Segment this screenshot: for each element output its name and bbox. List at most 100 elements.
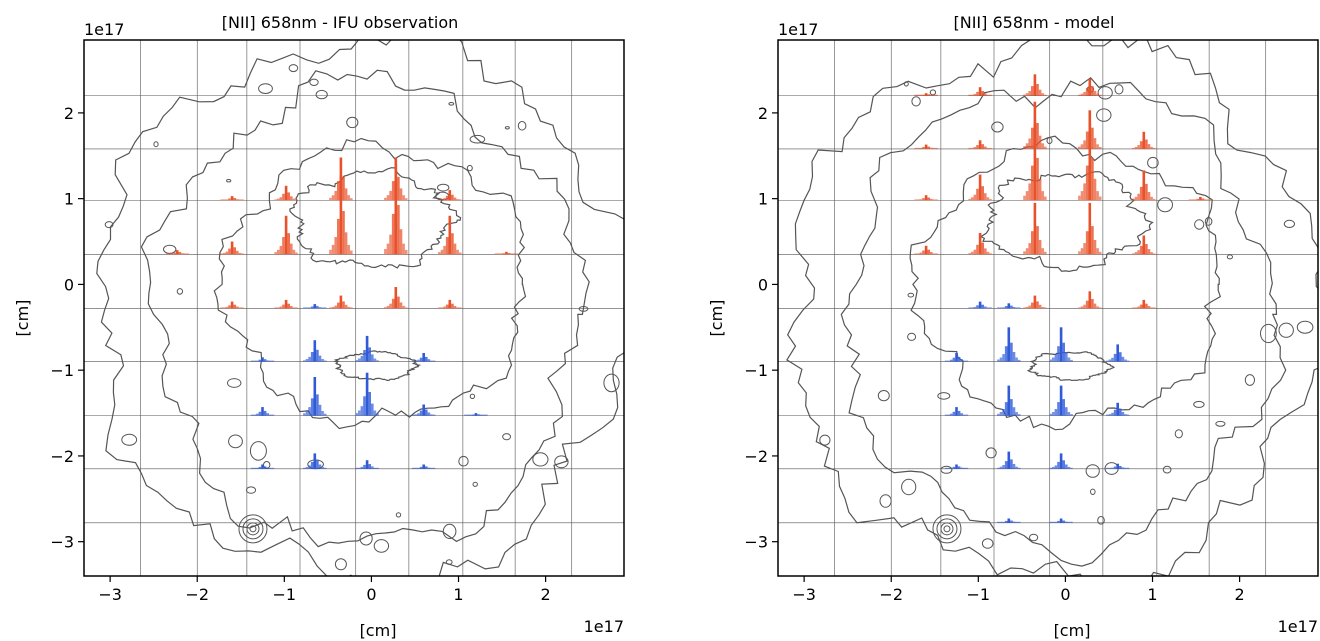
p0-spectrum-bar [236, 306, 239, 309]
p1-spectrum-bar [1067, 521, 1071, 523]
p1-spectrum-bar [922, 94, 925, 96]
p1-spectrum-bar [1085, 231, 1089, 255]
p0-spectrum-bar [494, 253, 498, 255]
p1-y-tick-label: −2 [744, 447, 768, 466]
p1-contour-speck [1193, 400, 1205, 408]
p0-spectrum-bar [373, 358, 377, 362]
p1-spectrum-bar [1139, 245, 1143, 255]
p0-contour-speck [578, 306, 589, 312]
p1-contour-speck [940, 465, 953, 474]
p1-spectrum-bar [924, 93, 928, 96]
p0-spectrum-bar [290, 306, 293, 309]
p1-spectrum-bar [932, 94, 936, 96]
p1-spectrum-bar [1088, 291, 1092, 309]
p1-spectrum-13 [1132, 170, 1156, 201]
p1-spectrum-bar [1098, 251, 1102, 255]
p0-contour-speck [309, 78, 319, 87]
p1-spectrum-bar [968, 198, 971, 201]
p0-spectrum-bar [386, 195, 390, 201]
p1-spectrum-bar [1145, 139, 1148, 149]
p1-spectrum-bar [952, 411, 956, 416]
p0-spectrum-bar [365, 335, 369, 362]
p1-spectrum-bar [1093, 138, 1097, 149]
p0-spectrum-bar [321, 411, 324, 416]
p1-spectrum-bar [1023, 94, 1026, 96]
p0-spectrum-bar [440, 199, 444, 201]
p1-spectrum-4 [1132, 131, 1156, 149]
p1-spectrum-bar [1137, 306, 1140, 309]
p1-spectrum-bar [1193, 199, 1197, 201]
p1-spectrum-bar [1121, 412, 1125, 416]
p0-spectrum-bar [384, 307, 387, 309]
p1-spectrum-bar [965, 414, 969, 416]
p1-spectrum-bar [981, 144, 984, 149]
p0-spectrum-bar [271, 360, 275, 362]
p0-spectrum-24 [355, 372, 379, 416]
p0-spectrum-bar [331, 306, 335, 309]
p1-spectrum-bar [1088, 202, 1092, 255]
p1-spectrum-bar [922, 147, 925, 149]
p0-spectrum-bar [394, 157, 398, 201]
p0-spectrum-bar [376, 413, 379, 416]
p1-spectrum-bar [1054, 354, 1058, 362]
p0-spectrum-3 [274, 215, 298, 255]
p1-contour-speck [1162, 465, 1172, 474]
p1-spectrum-bar [1057, 402, 1060, 416]
p1-spectrum-bar [1052, 412, 1055, 416]
p1-spectrum-bar [1015, 307, 1018, 309]
p1-contour-speck [1174, 429, 1183, 439]
p0-x-tick-label: −2 [185, 585, 209, 604]
p1-spectrum-bar [1054, 521, 1058, 523]
p1-spectrum-bar [1036, 123, 1039, 149]
p0-spectrum-bar [318, 404, 322, 416]
p1-x-tick-label: −3 [792, 585, 816, 604]
p1-spectrum-bar [1028, 91, 1031, 96]
p1-contour-speck [991, 121, 1004, 133]
p1-spectrum-bar [1038, 89, 1042, 96]
p1-spectrum-33 [944, 464, 969, 469]
p0-spectrum-bar [360, 406, 364, 416]
p0-spectrum-bar [427, 412, 431, 416]
p0-spectrum-bar [225, 251, 229, 255]
p1-spectrum-bar [1126, 414, 1130, 416]
p0-contour-speck [472, 481, 478, 487]
p0-spectrum-bar [344, 304, 348, 309]
p0-spectrum-bar [458, 252, 462, 255]
p0-spectrum-bar [425, 409, 428, 416]
p0-spectrum-bar [358, 358, 361, 362]
p1-contour-speck [1029, 533, 1039, 542]
p1-spectrum-bar [1096, 306, 1099, 309]
p1-spectrum-bar [1017, 307, 1021, 309]
p0-spectrum-bar [344, 232, 348, 255]
p0-x-tick-label: 1 [453, 585, 463, 604]
p1-spectrum-bar [1078, 146, 1081, 149]
p1-spectrum-bar [978, 301, 982, 309]
p0-spectrum-bar [430, 360, 433, 362]
p0-spectrum-29 [355, 460, 379, 469]
p0-spectrum-bar [238, 252, 242, 255]
p1-y-tick-label: 2 [758, 104, 768, 123]
p0-spectrum-bar [256, 467, 259, 469]
p0-spectrum-bar [279, 306, 283, 309]
p1-spectrum-bar [1023, 251, 1026, 255]
p1-spectrum-bar [1038, 135, 1042, 149]
p0-spectrum-23 [303, 377, 327, 416]
p0-spectrum-bar [173, 252, 176, 255]
p1-contour-speck [877, 390, 890, 402]
p1-spectrum-bar [1152, 147, 1156, 149]
p1-spectrum-bar [1036, 301, 1039, 309]
p1-spectrum-bar [914, 147, 917, 149]
p0-spectrum-bar [220, 307, 223, 309]
p0-spectrum-bar [417, 413, 420, 416]
p1-spectrum-bar [1036, 226, 1039, 255]
p0-spectrum-bar [313, 304, 317, 309]
p1-contour-speck [929, 89, 937, 96]
p1-spectrum-bar [989, 199, 992, 201]
p1-spectrum-bar [986, 251, 990, 255]
p0-spectrum-bar [358, 467, 361, 469]
p1-spectrum-bar [1070, 414, 1073, 416]
p1-spectrum-bar [1057, 346, 1060, 362]
p1-spectrum-bar [1111, 467, 1114, 469]
p0-spectrum-bar [412, 414, 415, 416]
p1-x-axis-label: [cm] [1054, 621, 1091, 640]
